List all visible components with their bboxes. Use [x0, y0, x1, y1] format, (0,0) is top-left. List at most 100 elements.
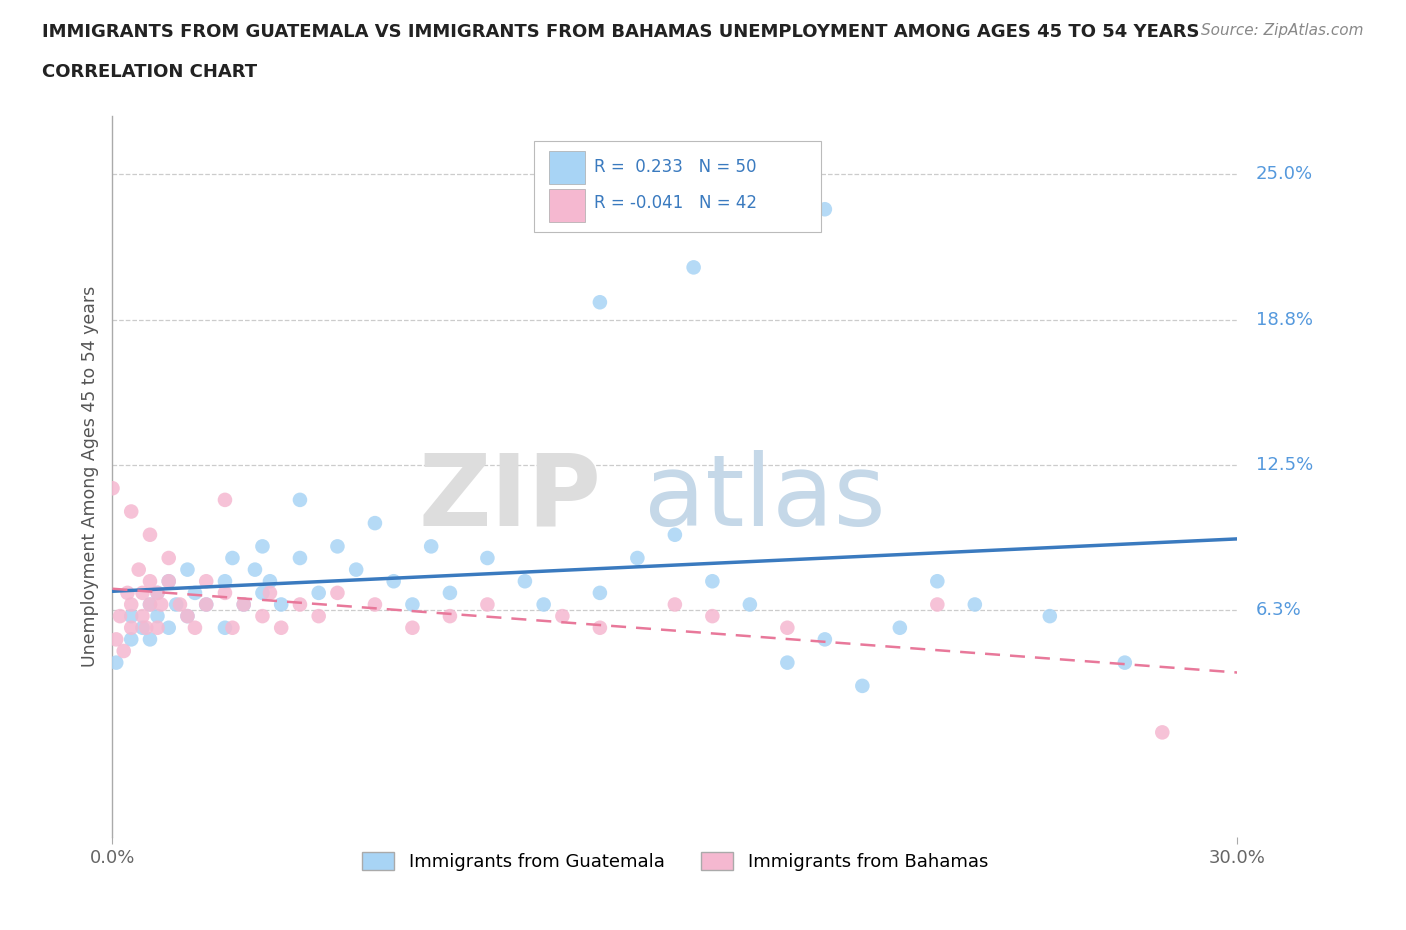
Point — [214, 574, 236, 589]
Text: 18.8%: 18.8% — [1256, 311, 1313, 328]
Point — [682, 260, 704, 275]
Point — [195, 597, 218, 612]
Point — [439, 586, 461, 601]
Point — [146, 620, 169, 635]
Point — [157, 620, 180, 635]
Point — [139, 574, 162, 589]
Point — [589, 620, 612, 635]
Point — [252, 586, 274, 601]
Point — [120, 620, 142, 635]
Point — [288, 551, 311, 565]
Point — [626, 551, 648, 565]
Text: 25.0%: 25.0% — [1256, 166, 1313, 183]
Point — [108, 609, 131, 624]
Point — [176, 562, 198, 577]
Point — [221, 620, 243, 635]
Point — [364, 516, 387, 531]
Point — [252, 539, 274, 554]
Point — [551, 609, 574, 624]
FancyBboxPatch shape — [548, 151, 585, 184]
Point — [420, 539, 443, 554]
Point — [814, 202, 837, 217]
Point — [513, 574, 536, 589]
Text: Source: ZipAtlas.com: Source: ZipAtlas.com — [1201, 23, 1364, 38]
Point — [382, 574, 405, 589]
Text: R =  0.233   N = 50: R = 0.233 N = 50 — [593, 158, 756, 176]
Point — [776, 620, 799, 635]
Point — [105, 656, 128, 671]
Point — [195, 574, 218, 589]
Y-axis label: Unemployment Among Ages 45 to 54 years: Unemployment Among Ages 45 to 54 years — [80, 286, 98, 667]
Point — [344, 562, 367, 577]
Point — [270, 620, 292, 635]
Point — [214, 493, 236, 508]
Point — [184, 620, 207, 635]
Point — [120, 632, 142, 647]
Text: IMMIGRANTS FROM GUATEMALA VS IMMIGRANTS FROM BAHAMAS UNEMPLOYMENT AMONG AGES 45 : IMMIGRANTS FROM GUATEMALA VS IMMIGRANTS … — [42, 23, 1199, 41]
Point — [477, 551, 499, 565]
Point — [477, 597, 499, 612]
Point — [326, 539, 349, 554]
Point — [533, 597, 555, 612]
Text: 12.5%: 12.5% — [1256, 456, 1313, 474]
Point — [738, 597, 761, 612]
Point — [401, 597, 423, 612]
Point — [927, 597, 949, 612]
Point — [195, 597, 218, 612]
Point — [131, 586, 153, 601]
Point — [1114, 656, 1136, 671]
Point — [702, 574, 724, 589]
Text: atlas: atlas — [644, 450, 886, 547]
Point — [139, 597, 162, 612]
Point — [131, 609, 153, 624]
Point — [139, 527, 162, 542]
Point — [851, 679, 873, 694]
Point — [259, 574, 281, 589]
Point — [252, 609, 274, 624]
Point — [105, 632, 128, 647]
Point — [963, 597, 986, 612]
Point — [702, 609, 724, 624]
Point — [139, 597, 162, 612]
Point — [157, 574, 180, 589]
Point — [243, 562, 266, 577]
Point — [157, 551, 180, 565]
Point — [288, 597, 311, 612]
Point — [664, 597, 686, 612]
Point — [308, 609, 330, 624]
Point — [401, 620, 423, 635]
Text: ZIP: ZIP — [419, 450, 602, 547]
Point — [128, 562, 150, 577]
Point — [927, 574, 949, 589]
Point — [889, 620, 911, 635]
Text: R = -0.041   N = 42: R = -0.041 N = 42 — [593, 194, 756, 212]
Point — [214, 620, 236, 635]
FancyBboxPatch shape — [534, 141, 821, 232]
Point — [112, 644, 135, 658]
Point — [1039, 609, 1062, 624]
Point — [259, 586, 281, 601]
Point — [776, 656, 799, 671]
Point — [120, 609, 142, 624]
Point — [117, 586, 139, 601]
Point — [120, 504, 142, 519]
Point — [120, 597, 142, 612]
Point — [214, 586, 236, 601]
Point — [232, 597, 254, 612]
Point — [184, 586, 207, 601]
Point — [221, 551, 243, 565]
Point — [1152, 725, 1174, 740]
Point — [270, 597, 292, 612]
Point — [139, 632, 162, 647]
Legend: Immigrants from Guatemala, Immigrants from Bahamas: Immigrants from Guatemala, Immigrants fr… — [354, 844, 995, 879]
Point — [135, 620, 157, 635]
Point — [176, 609, 198, 624]
Point — [288, 493, 311, 508]
Point — [364, 597, 387, 612]
Point — [131, 620, 153, 635]
Point — [146, 609, 169, 624]
Point — [589, 586, 612, 601]
Point — [814, 632, 837, 647]
Point — [146, 586, 169, 601]
Point — [165, 597, 187, 612]
